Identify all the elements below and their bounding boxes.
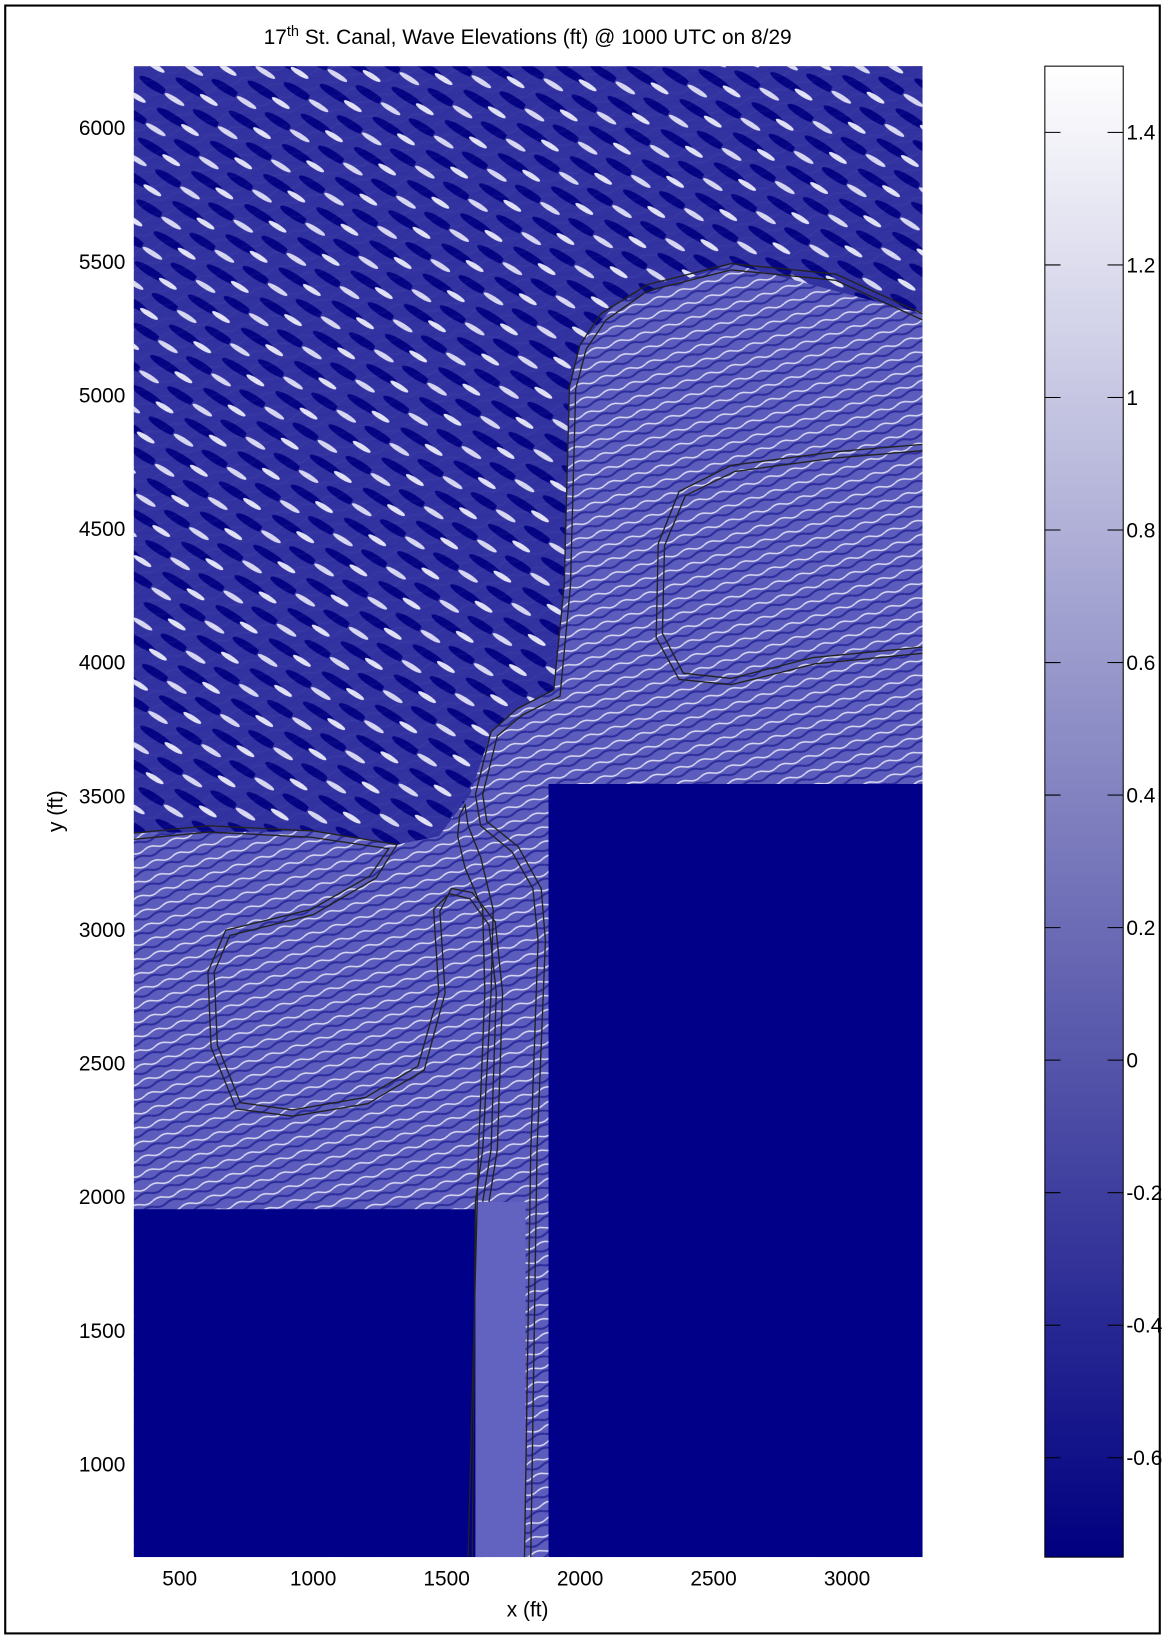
y-tick-label: 5500 (79, 251, 125, 274)
y-tick-label: 4000 (79, 652, 125, 675)
y-tick-label: 3000 (79, 919, 125, 942)
colorbar-tick-label: 0.8 (1126, 519, 1155, 542)
y-tick-label: 3500 (79, 785, 125, 808)
colorbar-tick-label: 0.6 (1126, 652, 1155, 675)
canal (475, 1201, 526, 1558)
y-tick-label: 2500 (79, 1053, 125, 1076)
colorbar (1044, 65, 1124, 1558)
x-tick-label: 3000 (824, 1567, 870, 1590)
y-axis-label: y (ft) (45, 790, 68, 832)
x-tick-label: 2500 (690, 1567, 736, 1590)
y-tick-label: 4500 (79, 518, 125, 541)
x-tick-label: 1000 (290, 1567, 336, 1590)
y-tick-label: 5000 (79, 384, 125, 407)
y-tick-label: 1500 (79, 1320, 125, 1343)
land-region (548, 783, 923, 1558)
y-tick-label: 2000 (79, 1186, 125, 1209)
wave-field (133, 66, 923, 1558)
x-tick-label: 500 (162, 1567, 197, 1590)
colorbar-tick-label: 0.2 (1126, 917, 1155, 940)
colorbar-tick-label: 0.4 (1126, 784, 1155, 807)
colorbar-tick-label: 0 (1126, 1049, 1138, 1072)
title-part: St. Canal, Wave Elevations (ft) @ 1000 U… (299, 26, 792, 49)
chart-title: 17th St. Canal, Wave Elevations (ft) @ 1… (264, 24, 792, 49)
colorbar-tick-label: -0.2 (1126, 1182, 1162, 1205)
y-tick-label: 1000 (79, 1453, 125, 1476)
contours (133, 262, 923, 1558)
colorbar-tick-label: 1 (1126, 387, 1138, 410)
colorbar-tick-label: -0.6 (1126, 1447, 1162, 1470)
colorbar-tick-label: 1.2 (1126, 254, 1155, 277)
x-axis-label: x (ft) (507, 1599, 549, 1622)
colorbar-tick-label: 1.4 (1126, 122, 1155, 145)
title-superscript: th (287, 24, 299, 40)
colorbar-tick-label: -0.4 (1126, 1315, 1162, 1338)
x-tick-label: 2000 (557, 1567, 603, 1590)
title-part: 17 (264, 26, 287, 49)
open-water (133, 66, 923, 845)
y-tick-label: 6000 (79, 117, 125, 140)
land-region (133, 1209, 484, 1558)
x-tick-label: 1500 (423, 1567, 469, 1590)
